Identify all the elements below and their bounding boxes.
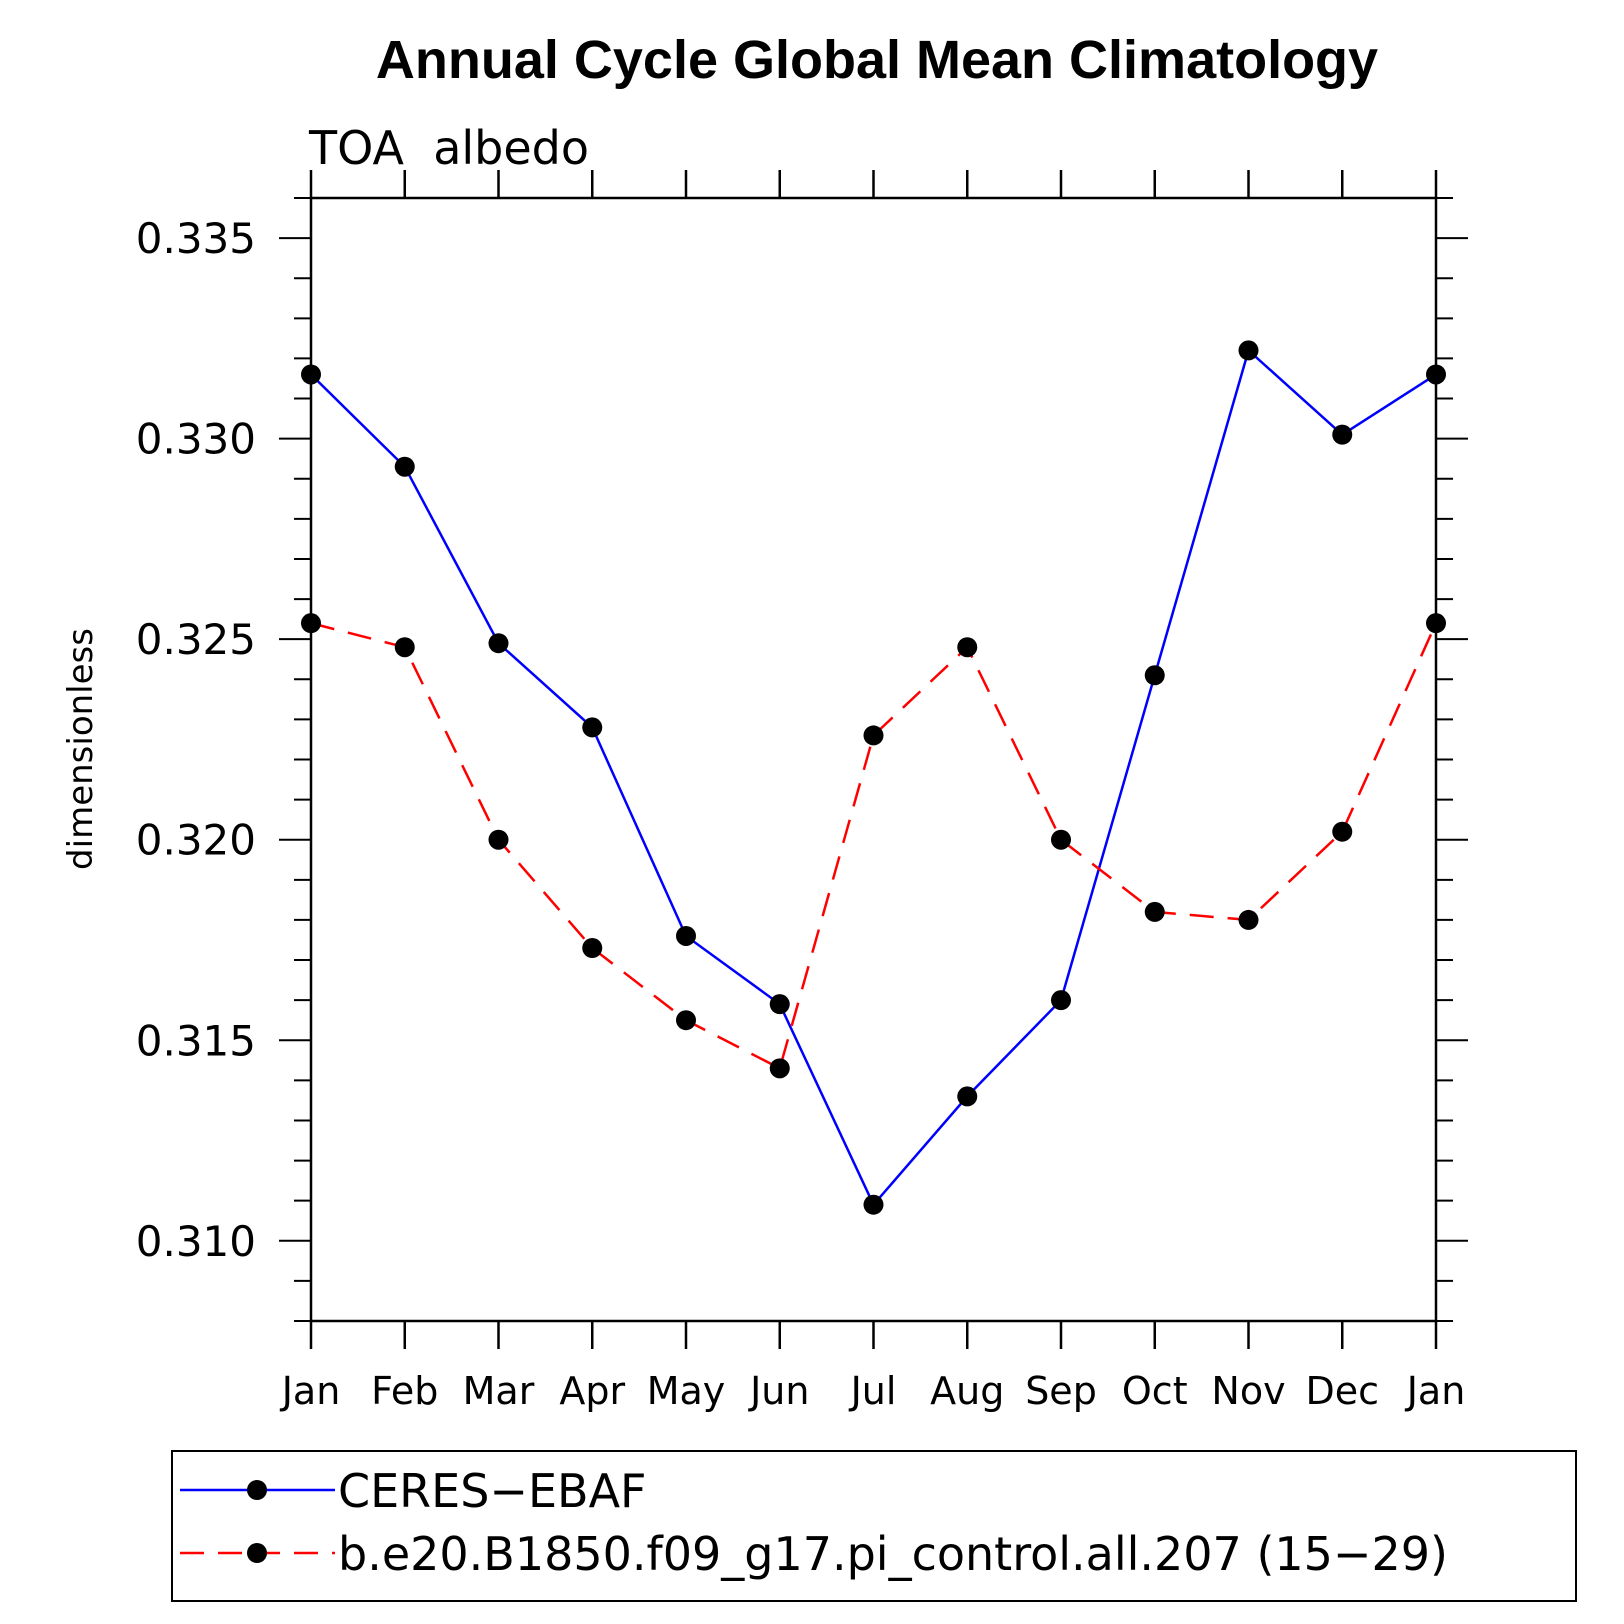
data-point <box>1144 901 1165 922</box>
legend-label: b.e20.B1850.f09_g17.pi_control.all.207 (… <box>338 1527 1448 1581</box>
y-axis-label: dimensionless <box>61 628 101 870</box>
y-tick-label: 0.315 <box>136 1016 256 1065</box>
y-tick-label: 0.335 <box>136 214 256 263</box>
data-point <box>769 994 790 1015</box>
x-tick-label: Jan <box>1405 1369 1466 1413</box>
chart-subtitle: TOA albedo <box>308 121 589 175</box>
x-tick-label: May <box>647 1369 726 1413</box>
data-point <box>1332 424 1353 445</box>
data-point <box>394 456 415 477</box>
data-point <box>488 633 509 654</box>
data-point <box>301 364 321 385</box>
data-point <box>676 925 696 946</box>
data-point <box>488 829 509 850</box>
data-point <box>394 637 415 658</box>
data-point <box>769 1058 790 1079</box>
legend-label: CERES−EBAF <box>338 1464 647 1518</box>
data-point <box>301 613 321 634</box>
data-point <box>863 1194 884 1215</box>
data-point <box>1051 829 1071 850</box>
x-tick-label: Apr <box>559 1369 625 1413</box>
data-point <box>1051 990 1071 1011</box>
data-point <box>582 717 603 738</box>
y-tick-label: 0.325 <box>136 615 256 664</box>
axis-ticks <box>279 170 1468 1349</box>
x-tick-label: Jun <box>748 1369 809 1413</box>
x-tick-label: Nov <box>1211 1369 1285 1413</box>
data-point <box>1426 364 1446 385</box>
series-layer <box>301 340 1446 1215</box>
series-line <box>310 621 1438 1071</box>
x-tick-label: Dec <box>1305 1369 1379 1413</box>
legend-marker <box>247 1480 267 1500</box>
x-tick-label: Feb <box>371 1369 438 1413</box>
x-tick-labels: Jan Feb Mar Apr May Jun Jul Aug Sep Oct Nov Dec Jan <box>280 1369 1466 1413</box>
data-point <box>1238 340 1259 361</box>
x-tick-label: Oct <box>1122 1369 1188 1413</box>
series-line <box>310 348 1437 1207</box>
y-tick-label: 0.330 <box>136 415 256 464</box>
y-tick-label: 0.320 <box>136 816 256 865</box>
data-point <box>1238 909 1259 930</box>
y-tick-labels: 0.310 0.315 0.320 0.325 0.330 0.335 <box>136 214 256 1266</box>
legend: CERES−EBAF b.e20.B1850.f09_g17.pi_control… <box>180 1464 1448 1581</box>
data-point <box>957 637 978 658</box>
y-tick-label: 0.310 <box>136 1217 256 1266</box>
data-point <box>1144 665 1165 686</box>
data-point <box>1426 613 1446 634</box>
legend-box <box>171 1450 1577 1602</box>
x-tick-label: Mar <box>463 1369 535 1413</box>
data-point <box>1332 821 1353 842</box>
x-tick-label: Jan <box>280 1369 341 1413</box>
data-point <box>676 1010 696 1031</box>
x-tick-label: Sep <box>1025 1369 1097 1413</box>
data-point <box>582 938 603 959</box>
data-point <box>863 725 884 746</box>
data-point <box>957 1086 978 1107</box>
x-tick-label: Aug <box>930 1369 1004 1413</box>
legend-marker <box>247 1543 267 1563</box>
chart-title: Annual Cycle Global Mean Climatology <box>376 30 1378 90</box>
x-tick-label: Jul <box>849 1369 897 1413</box>
